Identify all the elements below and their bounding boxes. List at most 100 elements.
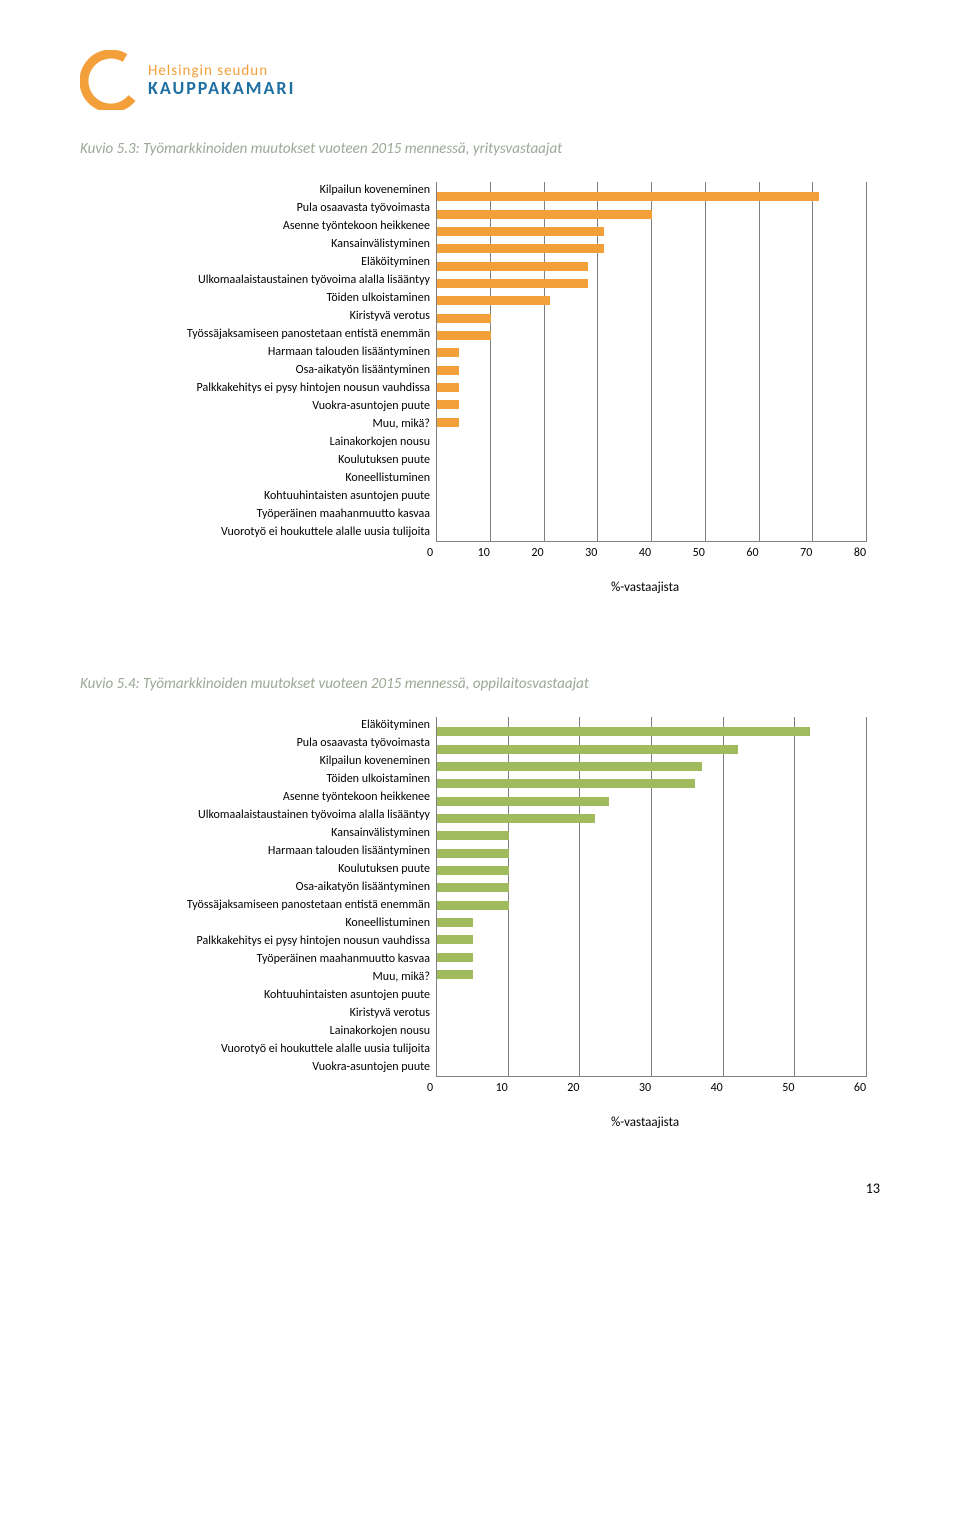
bar [437,831,509,840]
category-label: Pula osaavasta työvoimasta [80,201,430,217]
bar [437,400,459,409]
category-label: Kilpailun koveneminen [80,754,430,770]
x-tick: 70 [800,546,812,560]
bar [437,970,473,979]
bar [437,262,588,271]
bar [437,296,550,305]
bar [437,814,595,823]
category-label: Töiden ulkoistaminen [80,291,430,307]
bar [437,797,609,806]
category-label: Osa-aikatyön lisääntyminen [80,880,430,896]
category-label: Vuokra-asuntojen puute [80,1060,430,1076]
bar [437,331,491,340]
chart-2-block: Kuvio 5.4: Työmarkkinoiden muutokset vuo… [80,675,880,1130]
x-tick: 30 [585,546,597,560]
category-label: Vuorotyö ei houkuttele alalle uusia tuli… [80,525,430,541]
bar [437,745,738,754]
category-label: Koneellistuminen [80,916,430,932]
category-label: Työssäjaksamiseen panostetaan entistä en… [80,898,430,914]
category-label: Työssäjaksamiseen panostetaan entistä en… [80,327,430,343]
chart-2-xlabel: %-vastaajista [430,1115,860,1130]
bar [437,779,695,788]
x-tick: 10 [478,546,490,560]
chart-1-block: Kuvio 5.3: Työmarkkinoiden muutokset vuo… [80,140,880,595]
category-label: Ulkomaalaistaustainen työvoima alalla li… [80,808,430,824]
chart-2: Eläköityminen Pula osaavasta työvoimasta K… [80,717,880,1077]
category-label: Työperäinen maahanmuutto kasvaa [80,952,430,968]
bar [437,348,459,357]
bar [437,935,473,944]
bar [437,418,459,427]
bar [437,953,473,962]
x-tick: 40 [711,1081,723,1095]
x-tick: 80 [854,546,866,560]
bar [437,849,509,858]
bar [437,244,604,253]
logo-line2: KAUPPAKAMARI [148,79,295,97]
category-label: Harmaan talouden lisääntyminen [80,345,430,361]
x-tick: 50 [782,1081,794,1095]
x-tick: 50 [693,546,705,560]
bar [437,883,509,892]
category-label: Asenne työntekoon heikkenee [80,790,430,806]
logo-arc-icon [80,50,140,110]
category-label: Palkkakehitys ei pysy hintojen nousun va… [80,381,430,397]
x-tick: 0 [427,1081,433,1095]
category-label: Kohtuuhintaisten asuntojen puute [80,489,430,505]
bar [437,762,702,771]
plot-area [436,182,867,542]
x-tick: 20 [531,546,543,560]
category-label: Koulutuksen puute [80,862,430,878]
bar [437,366,459,375]
bar [437,727,810,736]
chart-2-caption: Kuvio 5.4: Työmarkkinoiden muutokset vuo… [80,675,880,693]
bar [437,314,491,323]
category-label: Kilpailun koveneminen [80,183,430,199]
category-label: Vuorotyö ei houkuttele alalle uusia tuli… [80,1042,430,1058]
plot-area [436,717,867,1077]
category-label: Ulkomaalaistaustainen työvoima alalla li… [80,273,430,289]
category-label: Harmaan talouden lisääntyminen [80,844,430,860]
category-label: Pula osaavasta työvoimasta [80,736,430,752]
category-label: Kiristyvä verotus [80,1006,430,1022]
category-label: Kohtuuhintaisten asuntojen puute [80,988,430,1004]
chart-1-xlabel: %-vastaajista [430,580,860,595]
x-tick: 60 [746,546,758,560]
labels-col: Eläköityminen Pula osaavasta työvoimasta K… [80,717,436,1077]
chart-1: Kilpailun koveneminen Pula osaavasta työv… [80,182,880,542]
x-tick: 30 [639,1081,651,1095]
category-label: Muu, mikä? [80,417,430,433]
bar [437,210,652,219]
category-label: Työperäinen maahanmuutto kasvaa [80,507,430,523]
category-label: Kiristyvä verotus [80,309,430,325]
category-label: Eläköityminen [80,718,430,734]
logo: Helsingin seudun KAUPPAKAMARI [80,50,880,110]
category-label: Kansainvälistyminen [80,826,430,842]
category-label: Muu, mikä? [80,970,430,986]
category-label: Lainakorkojen nousu [80,435,430,451]
x-tick: 40 [639,546,651,560]
category-label: Osa-aikatyön lisääntyminen [80,363,430,379]
category-label: Vuokra-asuntojen puute [80,399,430,415]
bar [437,227,604,236]
category-label: Lainakorkojen nousu [80,1024,430,1040]
bars [437,717,867,1076]
category-label: Koulutuksen puute [80,453,430,469]
bar [437,866,509,875]
bar [437,918,473,927]
chart-1-caption: Kuvio 5.3: Työmarkkinoiden muutokset vuo… [80,140,880,158]
category-label: Palkkakehitys ei pysy hintojen nousun va… [80,934,430,950]
x-tick: 60 [854,1081,866,1095]
bars [437,182,867,541]
x-tick: 0 [427,546,433,560]
category-label: Kansainvälistyminen [80,237,430,253]
category-label: Asenne työntekoon heikkenee [80,219,430,235]
category-label: Eläköityminen [80,255,430,271]
bar [437,279,588,288]
chart-1-xaxis: 01020304050607080 [430,546,860,562]
x-tick: 20 [567,1081,579,1095]
bar [437,383,459,392]
bar [437,192,819,201]
chart-2-xaxis: 0102030405060 [430,1081,860,1097]
x-tick: 10 [496,1081,508,1095]
